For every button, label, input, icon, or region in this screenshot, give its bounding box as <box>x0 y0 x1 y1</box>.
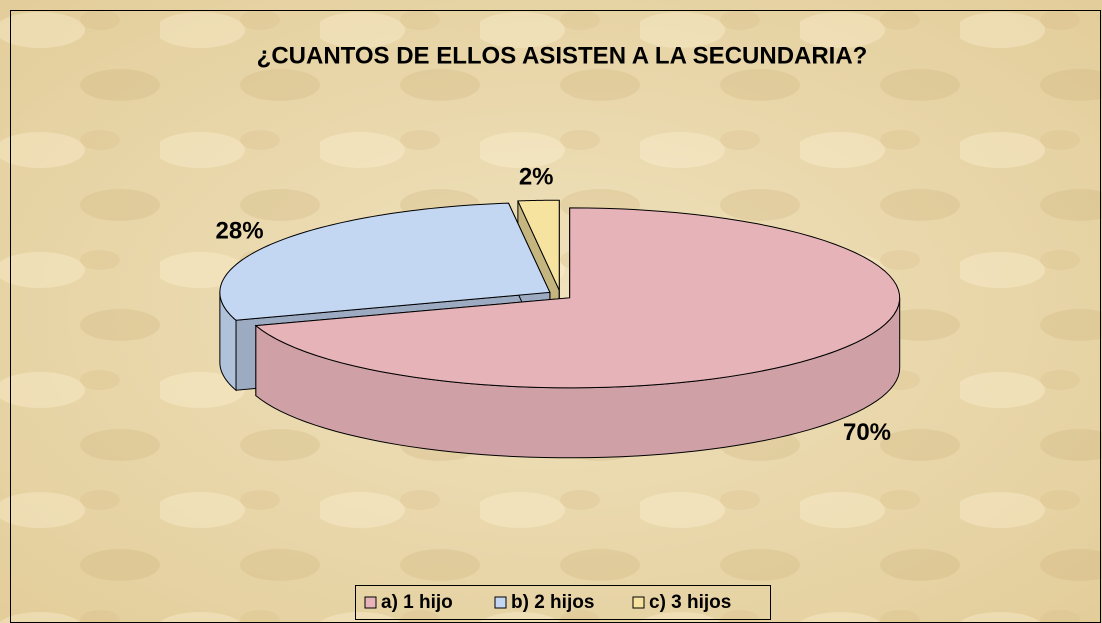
legend-swatch <box>632 596 645 609</box>
chart-title: ¿CUANTOS DE ELLOS ASISTEN A LA SECUNDARI… <box>257 42 868 69</box>
value-label: 2% <box>519 164 554 191</box>
slice-top <box>254 207 901 389</box>
legend: a) 1 hijo b) 2 hijos c) 3 hijos <box>364 592 731 613</box>
slice-top <box>219 202 551 321</box>
legend-swatch <box>364 596 377 609</box>
legend-swatch <box>494 596 507 609</box>
value-label: 70% <box>843 419 891 446</box>
legend-label: a) 1 hijo <box>381 592 453 613</box>
pie: 70% 28% 2% <box>216 164 901 459</box>
slice <box>254 207 901 459</box>
legend-label: b) 2 hijos <box>511 592 594 613</box>
legend-label: c) 3 hijos <box>649 592 731 613</box>
legend-box <box>355 585 771 620</box>
value-label: 28% <box>216 218 264 245</box>
slice-top <box>517 199 560 291</box>
